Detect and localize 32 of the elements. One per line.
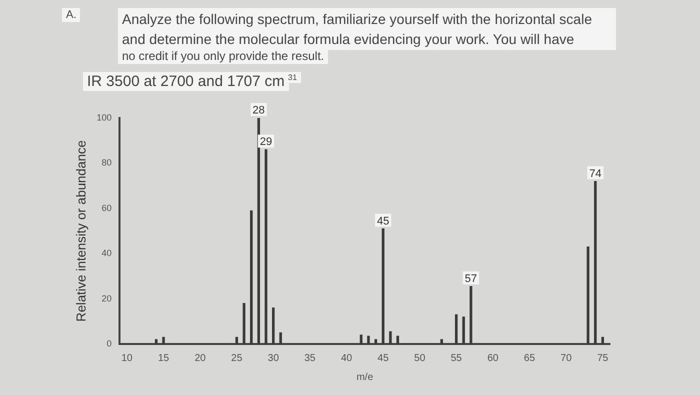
x-tick-label: 60 <box>487 352 499 364</box>
text: 31 <box>284 72 301 83</box>
y-tick-label: 80 <box>102 158 112 168</box>
x-tick-label: 20 <box>194 352 206 364</box>
y-tick-label: 60 <box>102 202 112 213</box>
x-tick-label: 35 <box>304 352 316 364</box>
x-tick-label: 75 <box>597 352 609 364</box>
y-tick-label: 0 <box>106 338 112 348</box>
annotation: 74 <box>589 168 602 180</box>
chart-subtitle: no credit if you only provide the result. <box>118 48 328 64</box>
y-axis-title: Relative intensity or abundance <box>73 140 88 322</box>
text: IR 3500 at 2700 and 1707 cm <box>83 72 289 91</box>
x-tick-label: 65 <box>524 352 536 364</box>
annotation: 28 <box>252 104 265 117</box>
annotation: 45 <box>376 215 390 228</box>
text: A. <box>62 8 80 22</box>
annotation: 57 <box>464 272 478 285</box>
x-tick-label: 55 <box>450 352 462 364</box>
x-tick-label: 10 <box>121 352 133 364</box>
x-tick-label: 70 <box>560 352 572 364</box>
annotation: 29 <box>260 136 272 148</box>
x-tick-label: 45 <box>378 352 390 364</box>
y-tick-label: 100 <box>96 112 112 122</box>
x-tick-label: 50 <box>414 352 426 364</box>
chart-title: Analyze the following spectrum, familiarize yourself with the horizontal scale and determine the molecular formula evidencing your work. You will have <box>118 8 616 50</box>
x-tick-label: 40 <box>340 352 353 364</box>
x-axis-title: m/e <box>356 372 374 383</box>
x-tick-label: 30 <box>268 352 280 364</box>
x-tick-label: 15 <box>158 352 170 364</box>
x-tick-label: 25 <box>231 352 243 364</box>
y-tick-label: 40 <box>102 248 112 258</box>
y-tick-label: 20 <box>102 293 112 304</box>
